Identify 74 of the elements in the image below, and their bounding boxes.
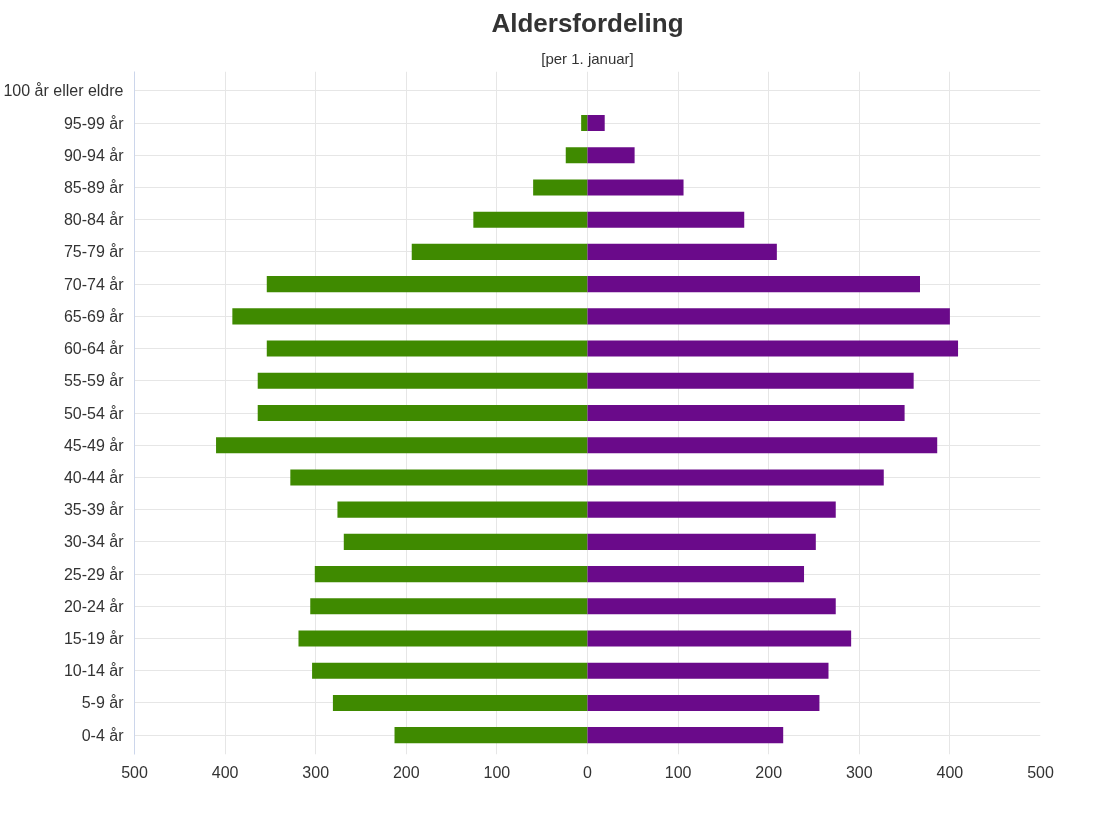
bar: [587, 372, 914, 389]
bar: [587, 694, 820, 712]
bar: [332, 694, 588, 712]
bar: [473, 211, 588, 228]
bar: [581, 114, 588, 132]
y-tick-label: 0-4 år: [81, 726, 125, 744]
y-tick-label: 45-49 år: [63, 436, 125, 454]
x-tick-label: 100: [483, 763, 511, 781]
bar: [587, 598, 836, 615]
bar: [587, 501, 836, 518]
x-tick-label: 300: [845, 763, 873, 781]
bar: [290, 469, 588, 486]
chart-title: Aldersfordeling: [491, 7, 684, 38]
x-tick-label: 400: [211, 763, 239, 781]
y-tick-label: 90-94 år: [63, 146, 125, 164]
x-tick-label: 0: [583, 763, 593, 781]
bar: [587, 404, 905, 422]
x-tick-label: 200: [755, 763, 783, 781]
bar: [232, 308, 588, 325]
x-tick-label: 100: [664, 763, 692, 781]
bar: [587, 276, 920, 293]
bar: [314, 566, 588, 583]
bar: [587, 630, 852, 647]
bar: [587, 340, 959, 357]
x-tick-label: 300: [302, 763, 330, 781]
y-tick-label: 70-74 år: [63, 275, 125, 293]
x-tick-label: 400: [936, 763, 964, 781]
y-tick-label: 35-39 år: [63, 501, 125, 519]
y-tick-label: 60-64 år: [63, 340, 125, 358]
x-tick-label: 500: [121, 763, 148, 781]
bar: [587, 114, 605, 132]
y-tick-label: 20-24 år: [63, 597, 125, 615]
y-tick-label: 75-79 år: [63, 243, 125, 261]
bar: [257, 372, 588, 389]
x-tick-label: 200: [392, 763, 420, 781]
y-tick-label: 40-44 år: [63, 468, 125, 486]
bar: [587, 243, 777, 260]
bar: [587, 437, 938, 454]
x-tick-label: 500: [1027, 763, 1054, 781]
bar: [587, 211, 745, 228]
bar: [298, 630, 588, 647]
bar: [533, 179, 588, 196]
bar: [343, 533, 588, 550]
bar: [565, 147, 588, 164]
bar: [394, 727, 588, 744]
bar: [587, 308, 950, 325]
y-tick-label: 95-99 år: [63, 114, 125, 132]
y-tick-label: 50-54 år: [63, 404, 125, 422]
y-tick-label: 10-14 år: [63, 662, 125, 680]
bar: [587, 179, 684, 196]
bar: [587, 566, 805, 583]
bar: [216, 437, 588, 454]
y-tick-label: 85-89 år: [63, 178, 125, 196]
bar: [587, 147, 635, 164]
bar: [310, 598, 588, 615]
y-tick-label: 30-34 år: [63, 533, 125, 551]
chart-subtitle: [per 1. januar]: [541, 49, 634, 67]
bar: [266, 340, 588, 357]
bar: [587, 727, 784, 744]
y-tick-label: 25-29 år: [63, 565, 125, 583]
y-tick-label: 55-59 år: [63, 372, 125, 390]
bar: [266, 276, 588, 293]
bar: [337, 501, 588, 518]
y-tick-label: 65-69 år: [63, 307, 125, 325]
bar: [257, 404, 588, 422]
bar: [587, 533, 816, 550]
y-tick-label: 5-9 år: [81, 694, 125, 712]
bar: [411, 243, 588, 260]
y-tick-label: 80-84 år: [63, 211, 125, 229]
bar: [312, 662, 588, 679]
y-tick-label: 100 år eller eldre: [3, 82, 124, 100]
y-tick-label: 15-19 år: [63, 630, 125, 648]
bar: [587, 662, 829, 679]
bar: [587, 469, 884, 486]
